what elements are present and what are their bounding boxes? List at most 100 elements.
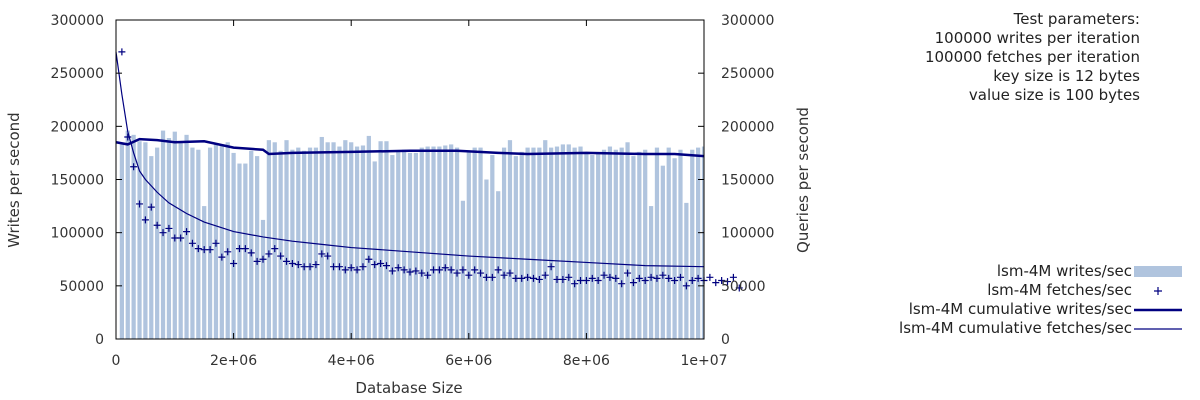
bar — [490, 155, 495, 339]
fetch-point — [406, 268, 414, 276]
fetch-point — [335, 263, 343, 271]
fetch-point — [394, 264, 402, 272]
fetch-point — [365, 255, 373, 263]
fetch-point — [606, 273, 614, 281]
fetch-point — [294, 261, 302, 269]
bar — [390, 155, 395, 339]
fetch-point — [488, 273, 496, 281]
bar — [531, 147, 536, 339]
bar — [343, 140, 348, 339]
bar — [137, 141, 142, 339]
bar — [266, 140, 271, 339]
bar — [590, 155, 595, 339]
fetch-point — [653, 274, 661, 282]
bar — [678, 149, 683, 339]
fetch-point — [629, 279, 637, 287]
y2-tick-label: 0 — [721, 332, 730, 348]
x-tick-label: 0 — [112, 353, 121, 369]
bar — [454, 147, 460, 339]
bar — [543, 140, 548, 339]
params-key-size: key size is 12 bytes — [993, 67, 1140, 85]
bar — [337, 146, 342, 339]
bar — [619, 147, 624, 339]
x-tick-label: 6e+06 — [445, 353, 492, 369]
bar — [119, 144, 124, 339]
fetch-point — [694, 274, 702, 282]
legend-item-cumulative-writes: lsm-4M cumulative writes/sec — [830, 300, 1190, 319]
fetch-point — [171, 234, 179, 242]
bar — [349, 142, 354, 339]
test-parameters: Test parameters: 100000 writes per itera… — [925, 10, 1140, 105]
fetch-point — [283, 257, 291, 265]
params-value-size: value size is 100 bytes — [968, 86, 1140, 104]
bar — [437, 146, 442, 339]
y-tick-label: 50000 — [59, 279, 104, 295]
fetch-point — [712, 279, 720, 287]
legend-label-cumulative-writes: lsm-4M cumulative writes/sec — [908, 300, 1132, 318]
fetch-point — [553, 275, 561, 283]
bar — [643, 149, 648, 339]
bar — [219, 144, 224, 339]
fetch-point — [330, 263, 338, 271]
fetch-point — [377, 260, 385, 268]
legend-label-writes: lsm-4M writes/sec — [996, 262, 1132, 280]
fetch-point — [259, 255, 267, 263]
bar — [648, 206, 654, 339]
y2-tick-label: 250000 — [721, 66, 774, 82]
fetch-point — [247, 249, 255, 257]
fetches-point-series — [118, 48, 743, 292]
bar — [402, 149, 407, 339]
x-tick-label: 2e+06 — [210, 353, 257, 369]
bar — [672, 158, 677, 339]
bar — [549, 147, 554, 339]
fetch-point — [318, 250, 326, 258]
fetch-point — [500, 271, 508, 279]
bar — [325, 142, 330, 339]
bar — [396, 150, 401, 339]
fetch-point — [312, 261, 320, 269]
fetch-point — [359, 263, 367, 271]
bar — [331, 142, 336, 339]
fetch-point — [659, 271, 667, 279]
fetch-point — [400, 266, 408, 274]
fetch-point — [230, 260, 238, 268]
bar — [125, 130, 130, 339]
y-tick-label: 150000 — [51, 173, 104, 189]
bar — [507, 140, 513, 339]
legend-label-cumulative-fetches: lsm-4M cumulative fetches/sec — [899, 319, 1132, 337]
bar — [366, 135, 371, 339]
fetch-point — [594, 277, 602, 285]
legend-line-cumulative-writes — [1134, 300, 1182, 319]
fetch-point — [471, 266, 479, 274]
bar — [466, 150, 471, 339]
x-tick-label: 1e+07 — [680, 353, 727, 369]
bar — [654, 147, 660, 339]
bar — [596, 152, 601, 339]
fetch-point — [183, 228, 191, 236]
bar — [184, 134, 189, 339]
bar — [625, 142, 630, 339]
bar — [478, 147, 483, 339]
bar — [566, 144, 571, 339]
fetch-point — [277, 252, 285, 260]
bar — [207, 147, 213, 339]
fetch-point — [688, 277, 696, 285]
fetch-point — [682, 282, 690, 290]
bar — [578, 146, 583, 339]
fetch-point — [494, 266, 502, 274]
bar — [354, 146, 360, 339]
fetch-point — [624, 269, 632, 277]
bar — [660, 165, 665, 339]
fetch-point — [671, 277, 679, 285]
bar — [131, 134, 136, 339]
bar — [537, 147, 542, 339]
y2-tick-label: 200000 — [721, 119, 774, 135]
y-tick-label: 250000 — [51, 66, 104, 82]
cumulative-fetches-line-series — [115, 51, 705, 268]
params-writes: 100000 writes per iteration — [934, 29, 1140, 47]
bar — [637, 151, 642, 339]
fetch-point — [453, 269, 461, 277]
bar — [484, 179, 489, 339]
fetch-point — [718, 277, 726, 285]
